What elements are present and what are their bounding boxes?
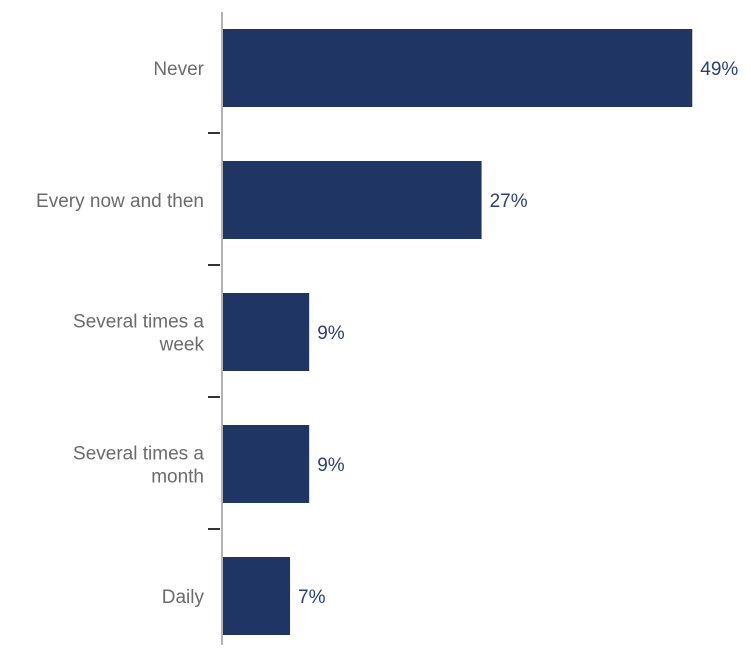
category-label-line: Daily [162, 587, 205, 608]
data-label: 49% [700, 59, 738, 80]
bars [223, 29, 693, 635]
data-label: 7% [298, 587, 326, 608]
category-label-line: Never [153, 59, 204, 80]
data-labels: 49% 27% 9% 9% 7% [298, 59, 738, 608]
category-label: Never [153, 59, 204, 80]
bar [223, 29, 693, 107]
category-label: Daily [162, 587, 205, 608]
bar [223, 425, 310, 503]
data-label: 9% [317, 455, 345, 476]
bar [223, 161, 482, 239]
category-label-line: week [159, 335, 205, 356]
data-label: 9% [317, 323, 345, 344]
category-label-line: Several times a [73, 444, 204, 465]
data-label: 27% [490, 191, 528, 212]
axis-ticks [208, 132, 220, 530]
category-label-line: Every now and then [36, 191, 204, 212]
category-label-line: month [151, 467, 204, 488]
category-label: Several times a week [73, 312, 204, 356]
bar [223, 293, 310, 371]
bar [223, 557, 291, 635]
category-label-line: Several times a [73, 312, 204, 333]
category-label: Every now and then [36, 191, 204, 212]
category-label: Several times a month [73, 444, 204, 488]
